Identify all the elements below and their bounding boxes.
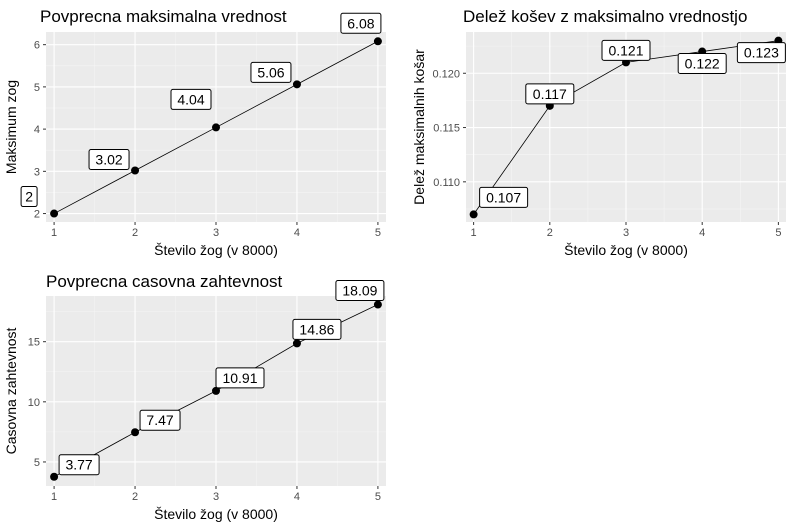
x-tick-label: 4 — [294, 227, 300, 239]
y-tick-label: 15 — [28, 337, 40, 349]
data-label-text: 7.47 — [146, 412, 173, 428]
data-label-text: 3.02 — [95, 151, 122, 167]
data-point — [292, 80, 301, 89]
y-tick-label: 10 — [28, 397, 40, 409]
data-label-text: 10.91 — [222, 370, 257, 386]
chart-title: Povprecna casovna zahtevnost — [46, 272, 283, 291]
x-tick-label: 2 — [547, 227, 553, 239]
x-tick-label: 3 — [213, 227, 219, 239]
y-axis-title: Casovna zahtevnost — [3, 327, 19, 454]
data-label-text: 5.06 — [257, 64, 284, 80]
data-label-text: 14.86 — [299, 321, 334, 337]
data-label: 7.47 — [139, 409, 181, 431]
y-tick-label: 0.120 — [432, 68, 460, 80]
data-point — [373, 300, 382, 309]
x-tick-label: 2 — [132, 491, 138, 503]
data-point — [131, 428, 140, 437]
y-tick-label: 2 — [34, 209, 40, 221]
x-tick-label: 5 — [375, 227, 381, 239]
data-label: 10.91 — [215, 367, 265, 389]
x-axis-title: Število žog (v 8000) — [154, 242, 278, 258]
data-label: 0.123 — [736, 42, 786, 64]
data-label: 0.122 — [677, 53, 727, 75]
chart-panel-3: 5 10 15 1 2 3 4 5 Povprecna casovna zahtevnost Št… — [3, 272, 386, 522]
data-label-box — [340, 12, 382, 34]
data-label-box — [250, 61, 292, 83]
x-tick-label: 1 — [51, 491, 57, 503]
data-label-text: 3.77 — [65, 457, 92, 473]
data-label-box — [20, 186, 38, 208]
y-tick-label: 5 — [34, 457, 40, 469]
x-tick-label: 4 — [699, 227, 705, 239]
data-label-text: 2 — [25, 189, 33, 205]
data-point — [212, 386, 220, 395]
y-axis-title: Delež maksimalnih košar — [411, 49, 427, 205]
data-point — [373, 37, 382, 46]
data-label: 0.121 — [601, 39, 651, 61]
x-tick-label: 3 — [623, 227, 629, 239]
y-axis-title: Maksimum zog — [3, 80, 19, 174]
data-label-text: 4.04 — [177, 91, 204, 107]
data-label-box — [335, 280, 385, 302]
data-label-box — [292, 318, 342, 340]
data-label-text: 0.107 — [486, 189, 521, 205]
x-tick-label: 5 — [375, 491, 381, 503]
y-tick-label: 6 — [34, 40, 40, 52]
data-label-text: 0.123 — [744, 45, 779, 61]
data-label-box — [601, 39, 651, 61]
data-label-text: 6.08 — [347, 15, 374, 31]
data-point — [292, 339, 301, 348]
data-label-box — [170, 88, 212, 110]
x-tick-label: 2 — [132, 227, 138, 239]
x-tick-label: 5 — [775, 227, 781, 239]
data-point — [50, 209, 59, 218]
data-label: 2 — [20, 186, 38, 208]
y-tick-label: 0.115 — [433, 123, 460, 135]
x-tick-label: 1 — [471, 227, 477, 239]
x-axis-title: Število žog (v 8000) — [564, 242, 688, 258]
data-label-text: 18.09 — [342, 283, 377, 299]
data-label-box — [215, 367, 265, 389]
chart-panel-2: 0.110 0.115 0.120 1 2 3 4 5 Delež košev z maksim… — [411, 7, 786, 258]
data-label-box — [677, 53, 727, 75]
data-label-box — [58, 454, 100, 476]
x-tick-label: 4 — [294, 491, 300, 503]
y-tick-label: 3 — [34, 166, 40, 178]
data-point — [212, 123, 220, 132]
x-tick-label: 1 — [51, 227, 57, 239]
data-label-box — [88, 148, 130, 170]
data-point — [131, 166, 140, 175]
data-label: 6.08 — [340, 12, 382, 34]
data-label-text: 0.121 — [608, 42, 643, 58]
chart-title: Delež košev z maksimalno vrednostjo — [463, 7, 747, 26]
data-label-text: 0.117 — [533, 86, 567, 102]
data-label: 3.02 — [88, 148, 130, 170]
data-label: 5.06 — [250, 61, 292, 83]
y-tick-label: 4 — [34, 124, 40, 136]
data-label: 0.117 — [525, 83, 575, 105]
data-label-box — [479, 186, 529, 208]
data-label: 18.09 — [335, 280, 385, 302]
data-label-box — [139, 409, 181, 431]
x-axis-title: Število žog (v 8000) — [154, 506, 278, 522]
data-label: 0.107 — [479, 186, 529, 208]
data-label: 4.04 — [170, 88, 212, 110]
data-label-box — [736, 42, 786, 64]
chart-title: Povprecna maksimalna vrednost — [40, 7, 287, 26]
data-point — [50, 472, 59, 481]
data-label: 3.77 — [58, 454, 100, 476]
y-tick-label: 5 — [34, 82, 40, 94]
x-tick-label: 3 — [213, 491, 219, 503]
data-label-text: 0.122 — [685, 56, 720, 72]
data-label: 14.86 — [292, 318, 342, 340]
data-label-box — [525, 83, 575, 105]
data-point — [469, 210, 478, 219]
y-tick-label: 0.110 — [433, 177, 460, 189]
